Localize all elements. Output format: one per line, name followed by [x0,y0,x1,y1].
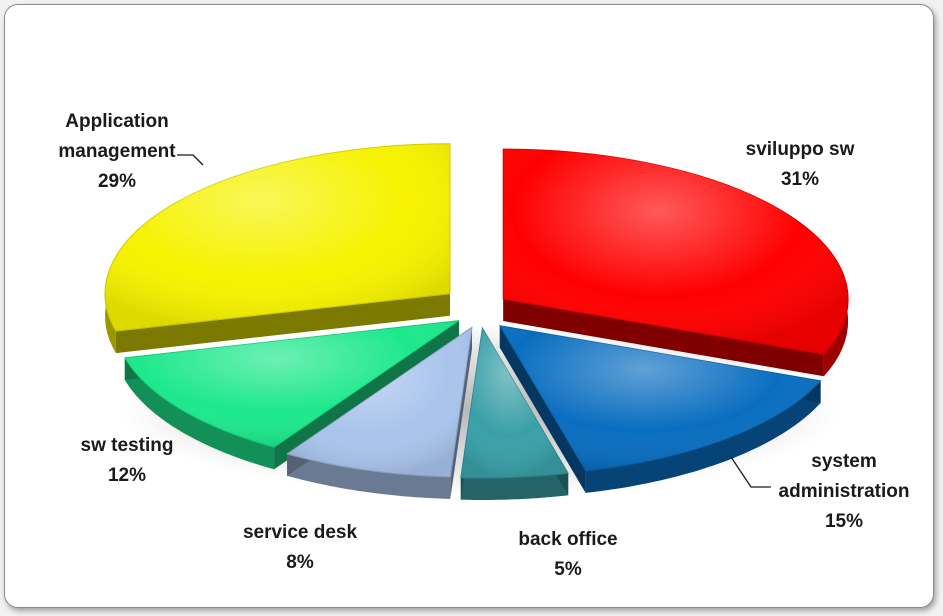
label-pct-service-desk: 8% [286,552,314,573]
label-name-service-desk: service desk [242,522,358,543]
label-back-office: back office 5% [483,525,653,585]
pie-gloss-system-administration [499,325,821,471]
pie-gloss-service-desk [287,327,472,477]
label-name-application-management-2: management [58,141,176,162]
label-name-application-management-1: Application [65,111,169,132]
label-service-desk: service desk 8% [215,518,385,578]
pie-side-sw-testing [124,357,275,470]
label-name-back-office: back office [518,529,618,550]
pie-gloss-back-office [460,328,569,478]
pie-gloss-application-management [104,143,450,332]
leader-application-management [177,154,204,166]
pie-side-back-office [460,473,569,500]
label-name-system-administration-2: administration [778,481,910,502]
pie-chart [104,143,849,500]
label-system-administration: system administration 15% [759,447,929,537]
pie-cut-service-desk-0 [450,327,472,499]
leader-system-administration [730,456,771,488]
pie-side-service-desk [287,453,451,499]
pie-cut-application-management-0 [115,293,450,354]
pie-gloss-sviluppo-sw [503,149,849,355]
label-name-sw-testing: sw testing [80,435,174,456]
pie-cut-sviluppo-sw-1 [503,299,824,377]
label-sviluppo-sw: sviluppo sw 31% [735,135,865,195]
label-pct-sw-testing: 12% [107,465,147,486]
label-pct-sviluppo-sw: 31% [780,169,820,190]
pie-side-system-administration [585,380,821,493]
label-application-management: Application management 29% [27,107,207,197]
chart-frame: Application management 29% sviluppo sw 3… [4,4,934,608]
pie-cut-system-administration-1 [499,325,586,493]
label-name-sviluppo-sw: sviluppo sw [745,139,855,160]
label-pct-application-management: 29% [97,171,137,192]
label-sw-testing: sw testing 12% [47,431,207,491]
label-name-system-administration-1: system [811,451,877,472]
pie-gloss-sw-testing [124,320,460,448]
label-pct-system-administration: 15% [824,511,864,532]
label-pct-back-office: 5% [554,559,582,580]
